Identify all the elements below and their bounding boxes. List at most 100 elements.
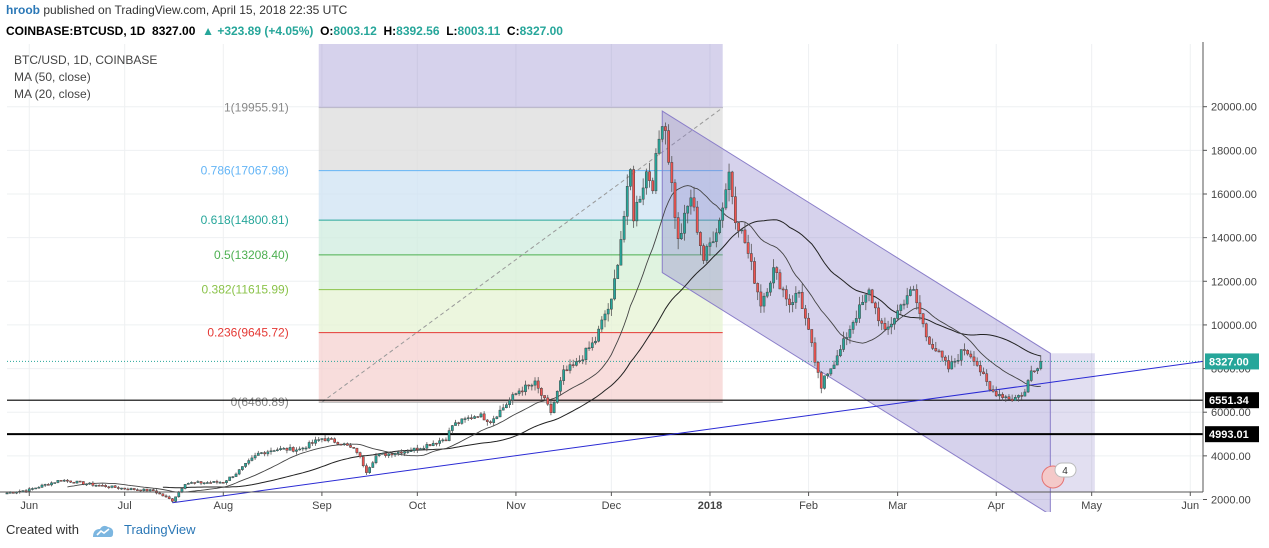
candle-body xyxy=(148,489,152,492)
candle-body xyxy=(132,488,136,490)
y-tick-label: 12000.00 xyxy=(1211,276,1257,288)
candle-body xyxy=(867,289,871,295)
candle-body xyxy=(215,481,219,483)
candle-body xyxy=(5,492,9,495)
ma20-polyline xyxy=(67,185,1041,493)
candle-body xyxy=(600,319,604,330)
candle-body xyxy=(966,350,969,355)
candle-body xyxy=(940,350,944,358)
chart-area[interactable]: 1(19955.91) 0.786(17067.98) 0.618(14800.81… xyxy=(0,42,1269,516)
candle-body xyxy=(581,359,585,362)
candle-body xyxy=(314,439,317,444)
candle-body xyxy=(1026,380,1030,393)
candle-body xyxy=(508,400,511,405)
candle-body xyxy=(953,360,957,363)
candle-body xyxy=(721,207,725,221)
candle-body xyxy=(142,488,146,492)
price-label-box xyxy=(1205,353,1259,370)
candle-body xyxy=(994,391,998,397)
candle-body xyxy=(845,337,849,339)
y-tick-label: 4000.00 xyxy=(1211,451,1251,463)
candle-body xyxy=(651,180,655,192)
y-tick-label: 14000.00 xyxy=(1211,233,1257,245)
candle-body xyxy=(139,489,142,492)
candle-body xyxy=(912,289,915,291)
candle-body xyxy=(46,484,50,486)
candle-body xyxy=(769,282,772,293)
candle-body xyxy=(104,485,107,488)
x-tick-label: 2018 xyxy=(698,500,722,512)
candle-body xyxy=(918,302,922,314)
candle-body xyxy=(269,450,273,453)
candle-body xyxy=(272,450,276,452)
candle-body xyxy=(905,295,909,305)
candle-body xyxy=(794,292,798,303)
candle-body xyxy=(711,241,715,244)
candle-body xyxy=(667,130,670,163)
author-name[interactable]: hroob xyxy=(6,3,40,17)
close-value: 8327.00 xyxy=(519,24,563,38)
candle-body xyxy=(648,171,651,181)
fib-top-band xyxy=(318,44,723,108)
candle-body xyxy=(1007,396,1011,400)
support-lines[interactable] xyxy=(7,360,1203,436)
candle-body xyxy=(597,328,601,342)
candle-body xyxy=(810,329,814,344)
candle-body xyxy=(915,289,919,304)
candle-body xyxy=(632,169,635,222)
candle-body xyxy=(893,318,896,325)
candle-body xyxy=(673,182,677,218)
candle-body xyxy=(161,493,165,497)
candle-body xyxy=(387,453,391,456)
candle-body xyxy=(622,216,626,240)
candle-body xyxy=(34,487,37,490)
candle-body xyxy=(482,413,486,421)
candle-body xyxy=(772,267,775,284)
candle-body xyxy=(702,245,705,261)
candle-body xyxy=(978,365,982,373)
candle-body xyxy=(689,197,693,207)
candle-body xyxy=(225,480,228,483)
fibonacci-retracement[interactable]: 1(19955.91) 0.786(17067.98) 0.618(14800.81… xyxy=(201,101,723,409)
candle-body xyxy=(832,364,836,369)
candle-body xyxy=(730,171,734,197)
candle-body xyxy=(778,272,782,290)
symbol-name[interactable]: COINBASE:BTCUSD, 1D xyxy=(6,24,146,38)
candle-body xyxy=(435,442,438,445)
candle-body xyxy=(199,481,203,484)
candle-body xyxy=(959,349,963,361)
ideas-badge[interactable]: 4 xyxy=(1041,462,1077,489)
fib-level-label: 0.236(9645.72) xyxy=(207,326,288,340)
candle-body xyxy=(75,480,79,484)
candle-body xyxy=(218,482,222,484)
candle-body xyxy=(190,482,193,484)
candle-body xyxy=(365,465,368,473)
candle-body xyxy=(819,372,823,389)
candle-body xyxy=(228,476,232,481)
candle-body xyxy=(514,393,518,395)
candle-body xyxy=(552,402,556,413)
tradingview-brand-link[interactable]: TradingView xyxy=(124,522,196,537)
candle-body xyxy=(746,242,750,254)
candle-body xyxy=(683,212,686,234)
y-tick-label: 20000.00 xyxy=(1211,102,1257,114)
ma50-polyline xyxy=(162,219,1041,489)
candle-body xyxy=(174,496,177,502)
candle-body xyxy=(816,362,820,373)
candle-body xyxy=(606,308,610,315)
candle-body xyxy=(441,439,445,442)
candle-body xyxy=(775,267,779,273)
candle-body xyxy=(524,384,527,392)
candle-body xyxy=(1039,361,1043,369)
candle-body xyxy=(781,288,785,291)
candle-body xyxy=(377,453,381,456)
candle-body xyxy=(851,322,855,330)
ma-20-line xyxy=(67,185,1041,493)
candle-body xyxy=(908,289,912,296)
candle-body xyxy=(171,498,174,502)
price-label-text: 6551.34 xyxy=(1209,395,1250,407)
candle-body xyxy=(657,138,661,154)
candle-body xyxy=(562,369,566,381)
candle-body xyxy=(43,484,47,486)
price-chart[interactable]: 1(19955.91) 0.786(17067.98) 0.618(14800.81… xyxy=(0,42,1269,516)
